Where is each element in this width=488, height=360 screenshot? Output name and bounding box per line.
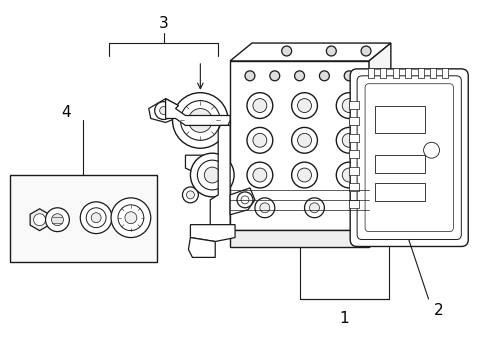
Circle shape: [111, 198, 150, 238]
Circle shape: [252, 99, 266, 113]
Circle shape: [154, 102, 172, 120]
Circle shape: [182, 187, 198, 203]
Bar: [442, 68, 447, 78]
Circle shape: [336, 162, 361, 188]
Circle shape: [309, 203, 319, 213]
Circle shape: [86, 208, 106, 228]
Circle shape: [259, 203, 269, 213]
Circle shape: [252, 133, 266, 147]
Circle shape: [291, 162, 317, 188]
Circle shape: [342, 168, 355, 182]
FancyBboxPatch shape: [356, 76, 460, 239]
Circle shape: [342, 99, 355, 113]
Circle shape: [336, 127, 361, 153]
Bar: [230, 61, 368, 230]
FancyBboxPatch shape: [349, 69, 468, 247]
Circle shape: [297, 168, 311, 182]
Polygon shape: [230, 230, 368, 247]
Circle shape: [319, 71, 328, 81]
Text: 3: 3: [159, 16, 168, 31]
Bar: [380, 68, 386, 78]
Circle shape: [80, 202, 112, 234]
Circle shape: [246, 162, 272, 188]
Bar: [392, 68, 398, 78]
Bar: [367, 68, 373, 78]
Polygon shape: [148, 99, 178, 122]
Circle shape: [246, 93, 272, 118]
Bar: [10, 175, 156, 262]
Polygon shape: [210, 125, 230, 235]
Bar: [374, 105, 424, 133]
Polygon shape: [230, 188, 254, 215]
Circle shape: [246, 127, 272, 153]
Circle shape: [237, 192, 252, 208]
Polygon shape: [368, 212, 390, 247]
Circle shape: [281, 46, 291, 56]
Bar: [429, 68, 435, 78]
Circle shape: [34, 214, 45, 226]
Circle shape: [254, 198, 274, 218]
Circle shape: [423, 142, 439, 158]
Text: 1: 1: [339, 311, 348, 327]
Circle shape: [344, 71, 353, 81]
Circle shape: [45, 208, 69, 231]
Bar: [348, 134, 358, 141]
Circle shape: [336, 93, 361, 118]
Polygon shape: [165, 99, 230, 125]
Circle shape: [325, 46, 336, 56]
Polygon shape: [368, 43, 390, 230]
Circle shape: [269, 71, 279, 81]
Bar: [348, 167, 358, 175]
FancyBboxPatch shape: [365, 84, 452, 231]
Circle shape: [51, 214, 63, 226]
Circle shape: [172, 93, 228, 148]
Circle shape: [160, 107, 167, 114]
Circle shape: [124, 212, 137, 224]
Polygon shape: [190, 225, 235, 242]
Circle shape: [180, 100, 220, 140]
Circle shape: [244, 71, 254, 81]
Circle shape: [342, 133, 355, 147]
Bar: [374, 183, 424, 201]
Circle shape: [304, 198, 324, 218]
Circle shape: [186, 191, 194, 199]
Text: 2: 2: [433, 303, 443, 319]
Circle shape: [241, 196, 248, 204]
Circle shape: [360, 46, 370, 56]
Bar: [348, 200, 358, 208]
Polygon shape: [188, 238, 215, 257]
Bar: [417, 68, 423, 78]
Polygon shape: [185, 155, 230, 175]
Circle shape: [291, 93, 317, 118]
Bar: [348, 150, 358, 158]
Polygon shape: [230, 43, 390, 61]
Circle shape: [190, 153, 234, 197]
Bar: [374, 155, 424, 173]
Circle shape: [252, 168, 266, 182]
Circle shape: [197, 160, 226, 190]
Circle shape: [204, 167, 220, 183]
Bar: [348, 117, 358, 125]
Text: 4: 4: [61, 105, 71, 120]
Bar: [405, 68, 410, 78]
Circle shape: [118, 205, 143, 231]
Circle shape: [291, 127, 317, 153]
Circle shape: [294, 71, 304, 81]
Polygon shape: [30, 209, 49, 231]
Bar: [348, 100, 358, 109]
Circle shape: [188, 109, 212, 132]
Circle shape: [297, 99, 311, 113]
Circle shape: [297, 133, 311, 147]
Circle shape: [91, 213, 101, 223]
Bar: [348, 183, 358, 191]
